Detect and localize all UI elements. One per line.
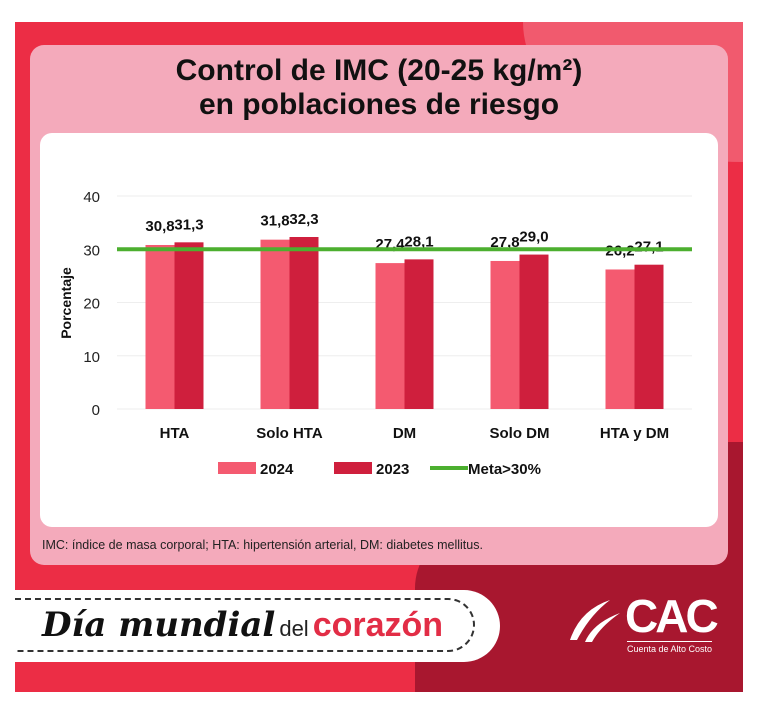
bar-chart: 0 10 20 30 40 Porcentaje 30,8 31,3 HTA 31,8 32,3 So…	[58, 189, 692, 478]
legend-swatch-2024	[218, 462, 256, 474]
data-label: 31,3	[174, 216, 203, 233]
x-tick-label: HTA y DM	[600, 425, 669, 442]
logo-subtitle: Cuenta de Alto Costo	[627, 641, 713, 654]
legend-label: 2023	[376, 461, 409, 478]
y-tick-label: 30	[83, 242, 100, 259]
data-label: 30,8	[145, 218, 174, 235]
logo-name: CAC	[625, 590, 719, 642]
cac-logo: CAC Cuenta de Alto Costo	[565, 590, 725, 657]
x-tick-label: Solo HTA	[256, 425, 323, 442]
bar-2024	[145, 244, 175, 409]
x-tick-label: DM	[393, 425, 416, 442]
title-line-2: en poblaciones de riesgo	[198, 88, 560, 121]
bar-2024	[260, 239, 290, 409]
x-tick-label: HTA	[160, 425, 190, 442]
chart-title: Control de IMC (20-25 kg/m²) en poblacio…	[30, 54, 728, 122]
bar-2023	[289, 237, 319, 409]
footnote: IMC: índice de masa corporal; HTA: hiper…	[42, 538, 483, 552]
bar-2024	[375, 263, 405, 409]
bar-2023	[519, 254, 549, 409]
banner-part3: corazón	[312, 606, 444, 644]
bar-2023	[404, 259, 434, 409]
y-tick-label: 20	[83, 296, 100, 313]
data-label: 32,3	[289, 211, 318, 228]
banner-text: Día mundial del corazón	[42, 600, 443, 654]
data-label: 28,1	[404, 233, 433, 250]
data-label: 27,1	[634, 239, 663, 256]
y-tick-label: 10	[83, 349, 100, 366]
y-tick-label: 40	[83, 189, 100, 206]
title-line-1: Control de IMC (20-25 kg/m²)	[175, 54, 583, 87]
banner-dashed-border	[15, 598, 475, 652]
logo-swoosh-icon	[570, 600, 620, 642]
banner-part1: Día mundial	[42, 605, 276, 645]
legend-label: Meta>30%	[468, 461, 541, 478]
data-label: 29,0	[519, 229, 548, 246]
bar-2023	[174, 242, 204, 409]
banner-part2: del	[279, 616, 309, 641]
y-tick-label: 0	[92, 402, 100, 419]
legend-label: 2024	[260, 461, 294, 478]
legend-swatch-2023	[334, 462, 372, 474]
bar-2024	[605, 269, 635, 409]
bar-2023	[634, 264, 664, 409]
data-label: 31,8	[260, 213, 289, 230]
data-label: 27,8	[490, 234, 519, 251]
x-tick-label: Solo DM	[490, 425, 550, 442]
bar-2024	[490, 260, 520, 409]
y-axis-label: Porcentaje	[58, 267, 74, 339]
